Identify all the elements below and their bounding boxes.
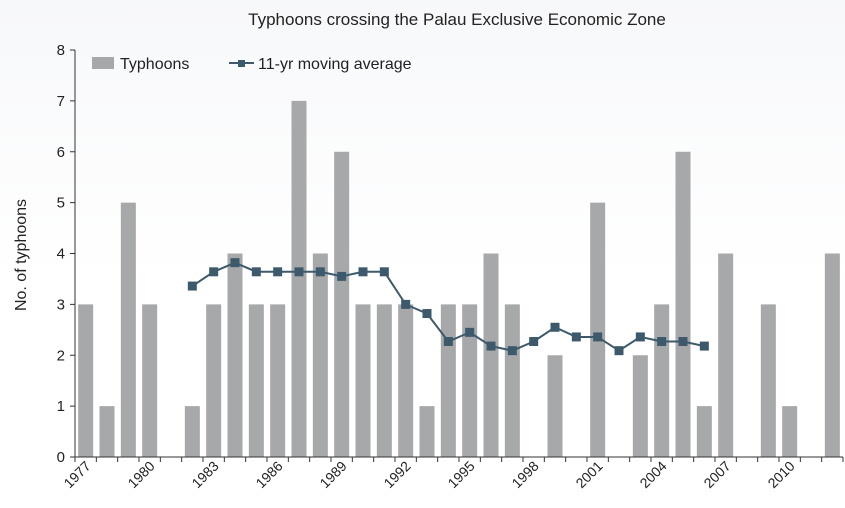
y-tick-label: 3 [57,296,65,313]
moving-average-point-2002 [614,346,624,356]
moving-average-point-1997 [507,346,517,356]
x-tick-label: 1989 [316,458,349,491]
moving-average-point-2000 [571,332,581,342]
bar-2012 [824,253,840,457]
bar-1982 [184,406,200,458]
moving-average-point-1999 [550,322,560,332]
moving-average-point-1994 [443,337,453,347]
x-tick-label: 1983 [188,458,221,491]
bar-1996 [483,253,499,457]
bar-1994 [440,304,456,458]
bar-2005 [675,151,691,457]
x-tick-label: 2007 [700,458,733,491]
moving-average-point-1987 [294,267,304,277]
bar-1980 [142,304,158,458]
moving-average-point-2001 [593,332,603,342]
y-tick-label: 2 [57,347,65,364]
bar-1989 [334,151,350,457]
y-tick-label: 5 [57,195,65,212]
x-tick-label: 1995 [444,458,477,491]
bar-1995 [462,304,478,458]
moving-average-point-2004 [657,337,667,347]
bar-1984 [227,253,243,457]
moving-average-point-2003 [635,332,645,342]
x-tick-label: 1992 [380,458,413,491]
bar-1988 [312,253,328,457]
x-tick-label: 2010 [764,458,797,491]
bar-2001 [590,202,606,458]
moving-average-series [187,258,709,356]
x-tick-label: 2004 [636,458,669,491]
legend-label-typhoons: Typhoons [120,56,189,73]
legend-label-moving-average: 11-yr moving average [258,56,412,73]
x-tick-label: 1977 [60,458,93,491]
bar-2010 [782,406,798,458]
bar-1987 [291,100,307,458]
moving-average-point-1996 [486,341,496,351]
bar-1997 [504,304,520,458]
legend: Typhoons 11-yr moving average [92,56,412,73]
moving-average-point-1983 [209,267,219,277]
moving-average-point-1993 [422,309,432,319]
y-tick-label: 1 [57,398,65,415]
moving-average-point-1990 [358,267,368,277]
bar-2007 [718,253,734,457]
moving-average-point-2005 [678,337,688,347]
moving-average-point-1982 [187,281,197,291]
y-tick-label: 4 [57,246,65,263]
bar-2006 [696,406,712,458]
bar-1990 [355,304,371,458]
bar-1977 [78,304,94,458]
chart-title: Typhoons crossing the Palau Exclusive Ec… [248,10,666,29]
bar-1991 [376,304,392,458]
bar-2009 [760,304,776,458]
bar-2004 [654,304,670,458]
x-tick-label: 2001 [572,458,605,491]
bar-1979 [120,202,136,458]
y-axis-label: No. of typhoons [13,199,30,311]
bar-1992 [398,304,414,458]
y-tick-label: 6 [57,144,65,161]
bar-1993 [419,406,435,458]
moving-average-point-1995 [465,327,475,337]
bar-1978 [99,406,115,458]
x-tick-label: 1980 [124,458,157,491]
legend-swatch-moving-average-marker [238,60,245,67]
y-tick-label: 7 [57,93,65,110]
moving-average-point-1998 [529,337,539,347]
bar-1986 [270,304,286,458]
bar-1983 [206,304,222,458]
y-tick-label: 8 [57,42,65,59]
moving-average-point-1984 [230,258,240,268]
moving-average-point-1985 [251,267,261,277]
moving-average-point-1991 [379,267,389,277]
bar-2003 [632,355,648,457]
moving-average-point-1986 [273,267,283,277]
legend-swatch-typhoons [92,57,114,69]
moving-average-point-1988 [315,267,325,277]
x-tick-label: 1998 [508,458,541,491]
moving-average-point-1992 [401,299,411,309]
bar-1985 [248,304,264,458]
y-tick-label: 0 [57,449,65,466]
x-tick-label: 1986 [252,458,285,491]
bars [78,100,840,458]
moving-average-point-1989 [337,271,347,281]
bar-1999 [547,355,563,457]
moving-average-point-2006 [699,341,709,351]
